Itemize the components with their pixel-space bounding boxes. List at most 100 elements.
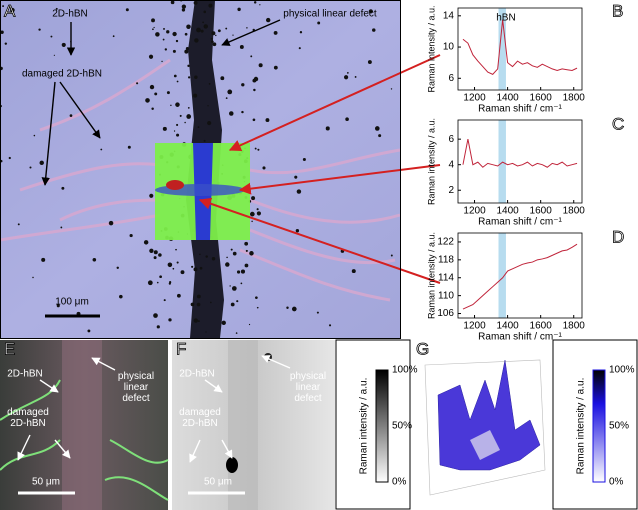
dot (162, 38, 165, 41)
dot (112, 35, 115, 38)
dot (184, 49, 189, 54)
dot (203, 10, 207, 14)
dot (179, 114, 182, 117)
dot (125, 8, 129, 12)
dot (252, 118, 256, 122)
dot (153, 313, 158, 318)
dot (249, 211, 255, 217)
dot (207, 120, 212, 126)
dot (230, 248, 233, 251)
panel-label: F (176, 339, 186, 358)
dot (212, 42, 217, 47)
dot (187, 106, 190, 109)
dot (291, 306, 297, 312)
highlight-band (498, 120, 506, 203)
dot (262, 166, 266, 170)
dot (147, 280, 153, 286)
plot-frame (457, 119, 583, 204)
dot (159, 275, 162, 279)
dot (207, 105, 209, 107)
dot (33, 134, 36, 137)
spectrum (462, 139, 578, 168)
dot (374, 126, 380, 131)
dot (50, 35, 53, 38)
dot (197, 126, 200, 128)
dot (328, 324, 332, 327)
dot (193, 267, 198, 272)
dot (32, 276, 34, 279)
label: damaged 2D-hBN (179, 407, 221, 429)
y-tick-label: 118 (438, 254, 454, 265)
dot (372, 28, 376, 32)
dot (248, 323, 251, 326)
micrograph-a: 2D-hBN damaged 2D-hBN physical linear de… (0, 0, 441, 338)
dot (92, 258, 97, 262)
dot (152, 28, 154, 31)
dot (176, 123, 179, 127)
plot-frame (457, 232, 583, 319)
panel-label: G (416, 339, 429, 358)
dot (265, 118, 270, 122)
dot (143, 240, 149, 245)
dot (228, 111, 234, 116)
label: physical linear defect (283, 9, 377, 20)
dot (354, 76, 357, 78)
dot (187, 64, 190, 68)
dot (8, 156, 11, 160)
dot (235, 332, 238, 334)
dot (197, 320, 200, 323)
dot (108, 220, 114, 226)
dot (172, 49, 176, 53)
dot (158, 253, 162, 257)
dot (390, 254, 393, 257)
map-f (172, 340, 335, 510)
dot (87, 329, 91, 333)
label: 2D-hBN (7, 369, 43, 380)
dot (241, 110, 244, 114)
x-tick-label: 1800 (563, 321, 586, 332)
dot (351, 269, 356, 274)
label-line: linear (124, 382, 149, 393)
label-line: damaged (7, 407, 49, 418)
dot (368, 9, 373, 14)
dot (10, 7, 15, 13)
dot (325, 126, 330, 131)
x-tick-label: 1400 (496, 93, 519, 104)
arrow (189, 439, 201, 463)
label: damaged 2D-hBN (7, 407, 49, 429)
scale-label: 50 μm (204, 477, 232, 488)
dot (162, 126, 167, 131)
y-axis-label: Raman intensity / a.u. (426, 118, 436, 205)
dot (217, 29, 221, 33)
panel-label: C (612, 114, 624, 133)
panel-label: A (4, 1, 16, 20)
y-tick-label: 122 (437, 237, 454, 248)
dot (245, 249, 248, 252)
dot (255, 296, 258, 300)
scale-label: 50 μm (32, 477, 60, 488)
dot (204, 24, 208, 29)
surface-g (412, 340, 552, 510)
dot (153, 250, 158, 255)
dot (53, 54, 55, 56)
colorbar (592, 369, 606, 483)
dot (2, 5, 5, 8)
dot (205, 255, 208, 258)
colorbar-tick: 100% (392, 365, 418, 376)
dot (256, 306, 259, 309)
dot (100, 148, 103, 151)
dot (253, 88, 256, 92)
x-tick-label: 1600 (530, 206, 553, 217)
dot (227, 89, 233, 95)
dot (208, 83, 211, 85)
dot (191, 265, 194, 268)
label-line: linear (296, 382, 321, 393)
dot (249, 251, 254, 256)
dot (166, 91, 170, 95)
dot (296, 189, 302, 194)
dot (239, 44, 244, 49)
arrow (17, 434, 31, 461)
colorbar-tick: 0% (392, 477, 407, 488)
colorbar-label: Raman intensity / a.u. (359, 378, 370, 475)
label-line: 2D-hBN (10, 418, 46, 429)
